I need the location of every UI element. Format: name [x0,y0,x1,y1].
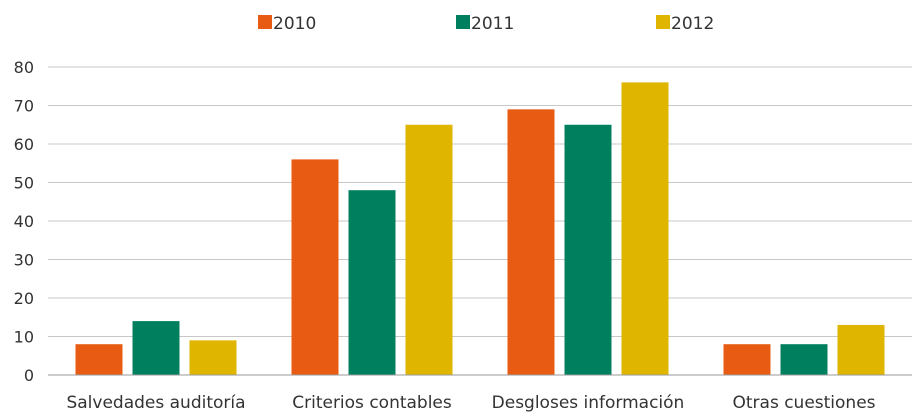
bar-2010-2 [291,159,339,375]
x-tick-label: Salvedades auditoría [66,393,245,412]
y-axis-ticks: 0 10 20 30 40 50 60 70 80 [14,58,34,385]
y-tick-label: 0 [24,366,34,385]
bar-2010-3 [507,109,555,375]
gridlines [48,66,912,337]
legend-swatch [258,15,272,29]
legend-swatch [656,15,670,29]
x-tick-label: Otras cuestiones [732,393,875,412]
bar-2012-3 [621,82,669,376]
legend-label: 2011 [471,14,514,34]
legend-item-2011: 2011 [456,14,514,34]
x-axis-labels: Salvedades auditoría Criterios contables D… [66,393,875,413]
legend-item-2010: 2010 [258,14,316,34]
legend-label: 2010 [273,14,316,34]
x-tick-label: Criterios contables [292,393,452,412]
y-tick-label: 10 [14,328,34,347]
bar-2011-3 [564,124,612,375]
y-tick-label: 30 [14,251,34,270]
bar-2011-2 [348,190,396,375]
y-tick-label: 70 [14,97,34,116]
y-tick-label: 40 [14,212,34,231]
bar-2011-1 [132,321,180,375]
legend-swatch [456,15,470,29]
bar-2012-4 [837,324,885,375]
bar-2011-4 [780,344,828,375]
legend-label: 2012 [671,14,714,34]
legend: 2010 2011 2012 [258,14,714,34]
legend-item-2012: 2012 [656,14,714,34]
bar-2010-4 [723,344,771,375]
bar-2010-1 [75,344,123,375]
bar-2012-1 [189,340,237,375]
bars [75,82,885,376]
y-tick-label: 20 [14,289,34,308]
y-tick-label: 80 [14,58,34,77]
y-tick-label: 60 [14,135,34,154]
y-tick-label: 50 [14,174,34,193]
bar-2012-2 [405,124,453,375]
x-tick-label: Desgloses información [492,393,685,412]
